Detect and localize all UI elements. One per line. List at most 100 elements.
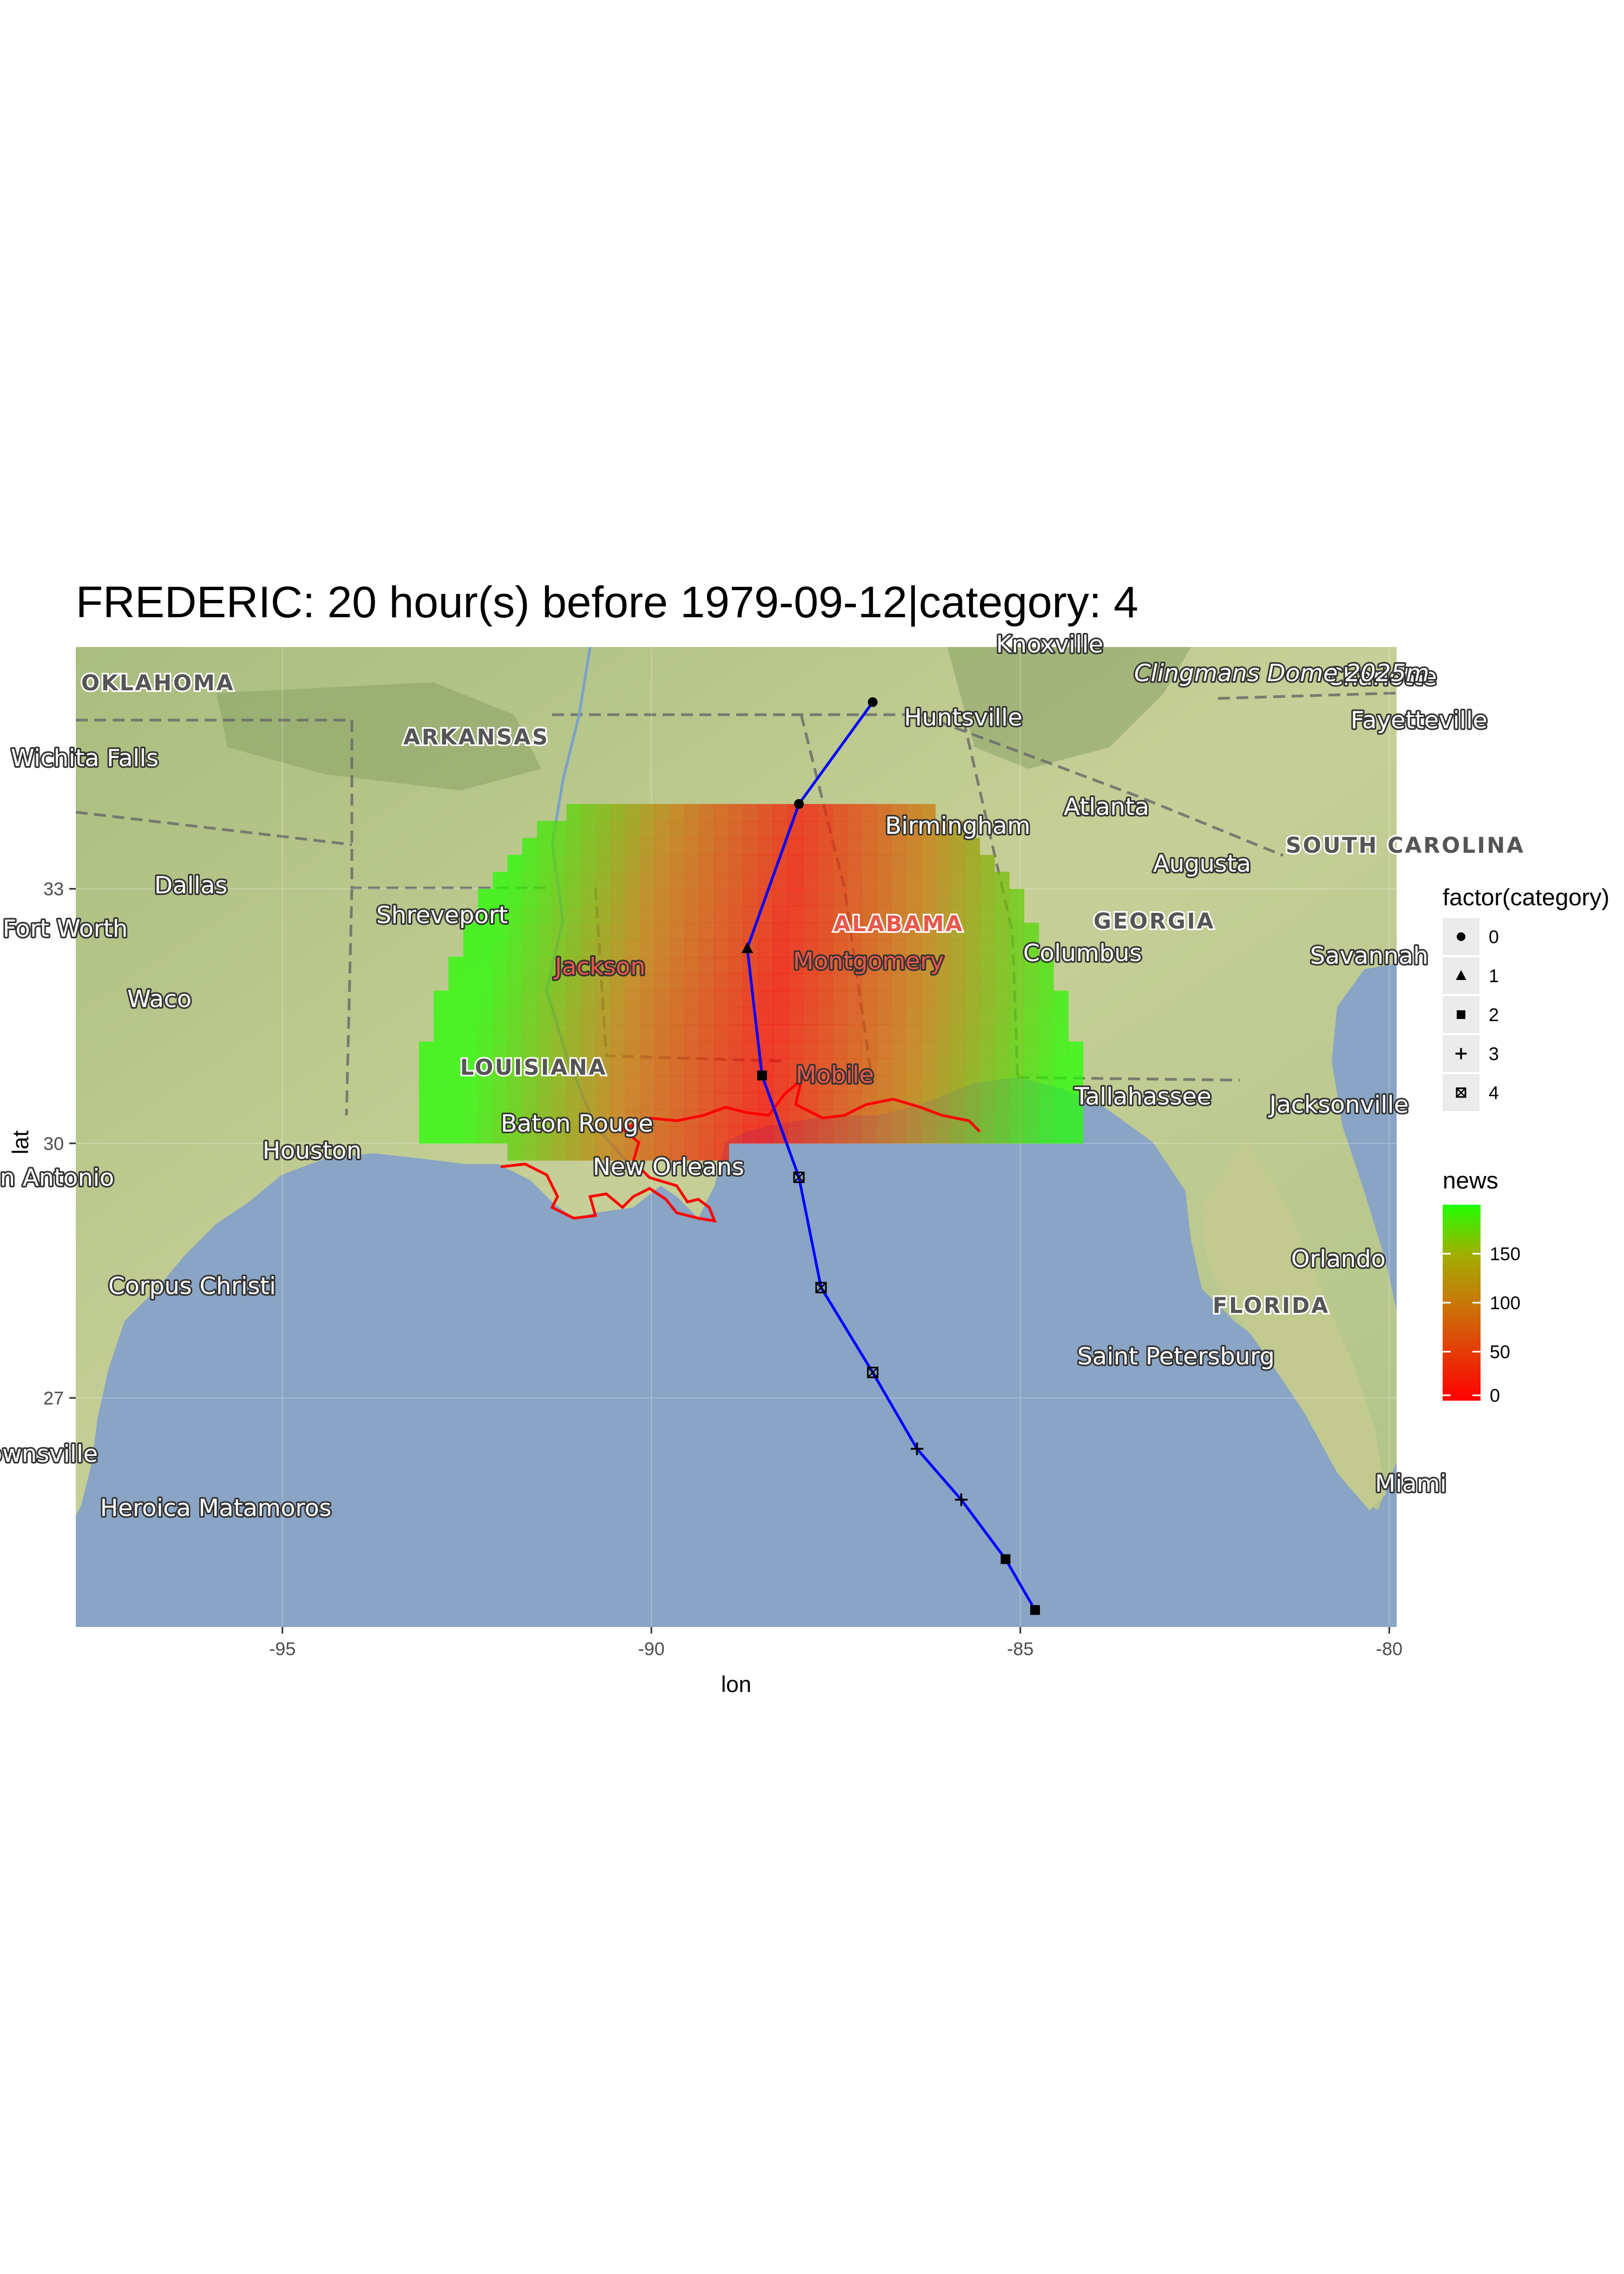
- swath-cell: [684, 1041, 700, 1059]
- swath-cell: [920, 888, 936, 906]
- swath-cell: [625, 888, 641, 906]
- swath-cell: [817, 990, 833, 1008]
- swath-cell: [802, 939, 818, 957]
- swath-cell: [847, 939, 862, 957]
- swath-cell: [714, 939, 729, 957]
- swath-cell: [861, 872, 877, 890]
- swath-cell: [699, 1126, 715, 1144]
- news-legend: news 0 50 100 150: [1443, 1167, 1521, 1406]
- swath-cell: [847, 923, 862, 940]
- swath-cell: [552, 990, 567, 1008]
- swath-cell: [935, 1092, 951, 1110]
- swath-cell: [477, 1075, 493, 1093]
- swath-cell: [876, 990, 892, 1008]
- swath-cell: [611, 923, 626, 940]
- swath-cell: [552, 1092, 567, 1110]
- swath-cell: [552, 1041, 567, 1059]
- swath-cell: [493, 973, 508, 991]
- swath-cell: [847, 1075, 862, 1093]
- swath-cell: [876, 1058, 892, 1076]
- swath-cell: [522, 923, 538, 940]
- swath-cell: [640, 1041, 656, 1059]
- swath-cell: [434, 1126, 449, 1144]
- swath-cell: [906, 990, 921, 1008]
- swath-cell: [699, 1092, 715, 1110]
- swath-cell: [817, 872, 833, 890]
- swath-cell: [699, 1008, 715, 1025]
- swath-cell: [729, 923, 744, 940]
- swath-cell: [891, 838, 907, 855]
- swath-cell: [861, 1008, 877, 1025]
- swath-cell: [788, 838, 803, 855]
- swath-cell: [950, 939, 966, 957]
- swath-cell: [994, 990, 1010, 1008]
- swath-cell: [920, 973, 936, 991]
- swath-cell: [861, 1109, 877, 1127]
- swath-cell: [1024, 1024, 1039, 1042]
- swath-cell: [1009, 1041, 1025, 1059]
- swath-cell: [920, 854, 936, 872]
- swath-cell: [876, 1126, 892, 1144]
- swath-cell: [522, 1041, 538, 1059]
- swath-cell: [994, 1092, 1010, 1110]
- swath-cell: [463, 1058, 479, 1076]
- shape-legend-title: factor(category): [1443, 884, 1609, 911]
- swath-cell: [611, 1143, 626, 1161]
- swath-cell: [743, 838, 759, 855]
- swath-cell: [714, 1143, 729, 1161]
- swath-cell: [566, 803, 582, 821]
- swath-cell: [788, 1058, 803, 1076]
- swath-cell: [507, 1024, 523, 1042]
- swath-cell: [581, 1041, 597, 1059]
- swath-cell: [1009, 939, 1025, 957]
- swath-cell: [655, 1092, 670, 1110]
- swath-cell: [935, 1024, 951, 1042]
- city-label-birmingham: Birmingham: [885, 812, 1030, 840]
- swath-cell: [935, 1075, 951, 1093]
- swath-cell: [891, 1024, 907, 1042]
- swath-cell: [861, 905, 877, 923]
- swath-cell: [1009, 1058, 1025, 1076]
- swath-cell: [596, 872, 611, 890]
- swath-cell: [979, 939, 995, 957]
- city-label-baton-rouge: Baton Rouge: [501, 1110, 653, 1138]
- swath-cell: [684, 821, 700, 839]
- city-label-fort-worth: Fort Worth: [3, 915, 128, 943]
- swath-cell: [832, 1008, 847, 1025]
- swath-cell: [596, 990, 611, 1008]
- swath-cell: [817, 973, 833, 991]
- y-tick-label: 30: [43, 1134, 64, 1154]
- swath-cell: [729, 1092, 744, 1110]
- swath-cell: [684, 888, 700, 906]
- swath-cell: [817, 956, 833, 974]
- swath-cell: [965, 1092, 980, 1110]
- swath-cell: [950, 1041, 966, 1059]
- swath-cell: [552, 1024, 567, 1042]
- swath-cell: [994, 872, 1010, 890]
- swath-cell: [448, 1109, 464, 1127]
- damage-swath: [418, 803, 1084, 1161]
- swath-cell: [625, 854, 641, 872]
- swath-cell: [950, 1058, 966, 1076]
- swath-cell: [935, 1058, 951, 1076]
- swath-cell: [611, 939, 626, 957]
- swath-cell: [434, 1109, 449, 1127]
- swath-cell: [861, 973, 877, 991]
- swath-cell: [714, 821, 729, 839]
- swath-cell: [507, 1109, 523, 1127]
- swath-cell: [418, 1041, 434, 1059]
- swath-cell: [788, 1041, 803, 1059]
- x-tick-label: -85: [1007, 1639, 1033, 1659]
- city-label-wichita-falls: Wichita Falls: [11, 744, 159, 772]
- swath-cell: [640, 1075, 656, 1093]
- shape-legend-key-3: [1455, 1048, 1467, 1060]
- swath-cell: [861, 854, 877, 872]
- swath-cell: [670, 1126, 685, 1144]
- swath-cell: [493, 1024, 508, 1042]
- swath-cell: [773, 939, 788, 957]
- city-label-miami: Miami: [1375, 1470, 1446, 1498]
- swath-cell: [611, 1041, 626, 1059]
- swath-cell: [655, 956, 670, 974]
- swath-cell: [477, 1092, 493, 1110]
- swath-cell: [714, 956, 729, 974]
